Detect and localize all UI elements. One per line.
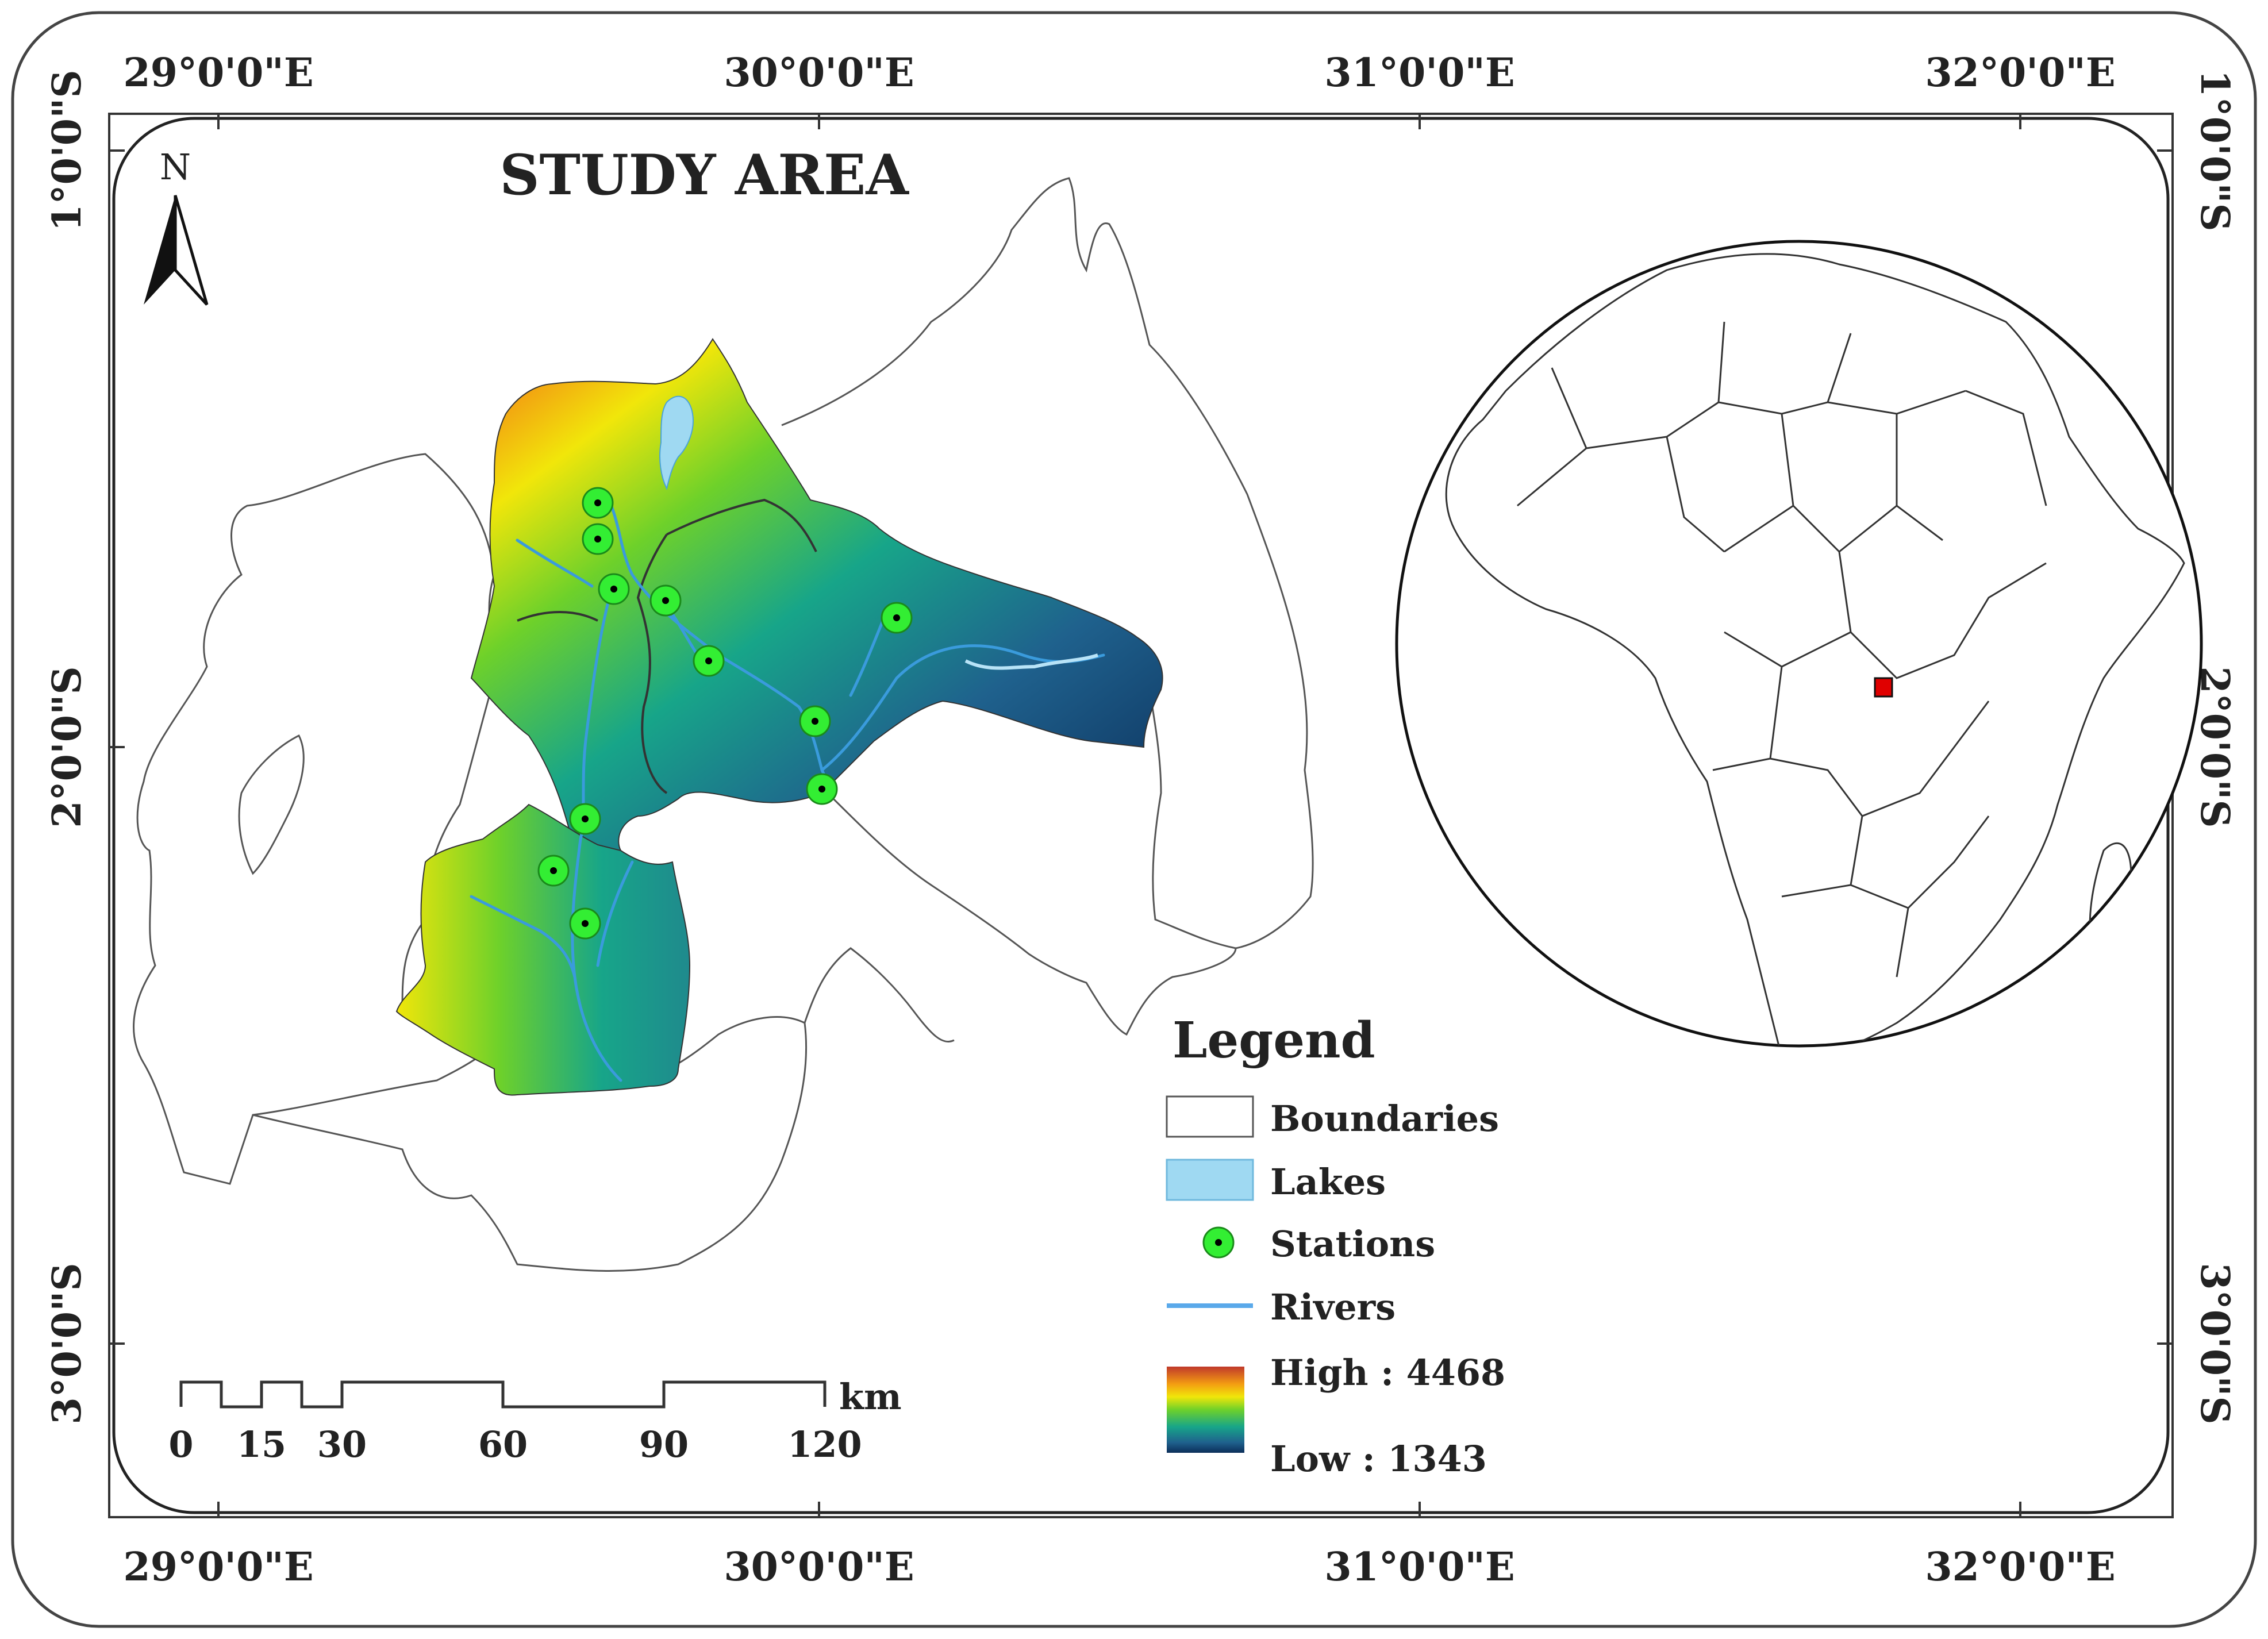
station-marker[interactable] (799, 705, 831, 737)
globe-outline (1395, 240, 2203, 1048)
study-area-highlight (1874, 677, 1893, 698)
graticule-ticks (109, 114, 2173, 1517)
river-tributary-5 (516, 538, 594, 588)
basin-south (395, 803, 691, 1096)
stations (537, 487, 913, 940)
map-title: STUDY AREA (499, 143, 909, 207)
station-marker[interactable] (693, 645, 725, 677)
station-marker[interactable] (582, 487, 614, 519)
legend-boundaries-label: Boundaries (1270, 1098, 1499, 1140)
lon-label-bottom-4: 32°0'0"E (1925, 1544, 2115, 1590)
station-marker[interactable] (569, 803, 601, 835)
lat-label-left-2: 2°0'0"S (44, 666, 90, 828)
scale-tick-0: 0 (168, 1423, 193, 1465)
lat-label-left-3: 3°0'0"S (44, 1263, 90, 1424)
scale-bar: km 0 15 30 60 90 120 (168, 1376, 901, 1465)
lat-label-right-1: 1°0'0"S (2192, 70, 2238, 231)
boundaries (133, 177, 1314, 1272)
river-tributary-2 (849, 613, 887, 697)
study-area-basin (395, 338, 1163, 1096)
lon-label-top-1: 29°0'0"E (123, 50, 313, 96)
legend-elevation-ramp (1167, 1367, 1244, 1453)
river-main (608, 498, 828, 795)
station-marker[interactable] (881, 602, 913, 634)
river-tributary-3 (470, 895, 576, 979)
africa-outline (1445, 253, 2185, 1046)
legend-elevation-high: High : 4468 (1270, 1352, 1505, 1394)
lon-label-top-3: 31°0'0"E (1324, 50, 1514, 96)
station-marker[interactable] (537, 855, 570, 887)
legend-stations-label: Stations (1270, 1223, 1435, 1265)
legend-stations-dot (1215, 1239, 1222, 1246)
legend-boundaries-swatch (1166, 1095, 1254, 1138)
lon-label-top-2: 30°0'0"E (724, 50, 914, 96)
boundary-west-lake (238, 734, 305, 875)
river-west-south (571, 596, 622, 1082)
legend: Legend Boundaries Lakes Stations Rivers … (1166, 1011, 1505, 1480)
lat-label-right-3: 3°0'0"S (2192, 1263, 2238, 1424)
africa-inset-globe (1395, 240, 2203, 1048)
lon-label-bottom-2: 30°0'0"E (724, 1544, 914, 1590)
legend-elevation-low: Low : 1343 (1270, 1438, 1487, 1480)
station-marker[interactable] (569, 907, 601, 940)
station-marker[interactable] (649, 584, 682, 617)
legend-lakes-swatch (1166, 1159, 1254, 1201)
scale-tick-15: 15 (237, 1423, 286, 1465)
station-marker[interactable] (582, 523, 614, 555)
basin-north (470, 338, 1163, 851)
legend-title: Legend (1173, 1011, 1375, 1069)
scale-tick-60: 60 (478, 1423, 528, 1465)
lat-label-left-1: 1°0'0"S (44, 70, 90, 231)
north-arrow-label: N (160, 146, 191, 188)
north-arrow-right-half (174, 195, 209, 306)
scale-tick-120: 120 (787, 1423, 862, 1465)
scale-tick-30: 30 (317, 1423, 367, 1465)
boundary-central-east (827, 792, 1237, 1036)
lon-label-bottom-3: 31°0'0"E (1324, 1544, 1514, 1590)
boundary-south (804, 947, 955, 1043)
map-panel (112, 117, 2170, 1514)
north-arrow-left-half (144, 195, 175, 305)
scale-tick-90: 90 (639, 1423, 689, 1465)
north-arrow: N (144, 146, 209, 306)
river-tributary-4 (596, 860, 634, 967)
river-highlight (964, 653, 1098, 670)
scale-bar-line (179, 1380, 827, 1409)
station-marker[interactable] (598, 573, 630, 605)
sub-basin-divider (517, 498, 817, 794)
lon-label-bottom-1: 29°0'0"E (123, 1544, 313, 1590)
scale-bar-unit: km (839, 1376, 902, 1418)
lon-label-top-4: 32°0'0"E (1925, 50, 2115, 96)
legend-lakes-label: Lakes (1270, 1161, 1386, 1203)
boundary-north-east (781, 177, 1314, 949)
legend-rivers-label: Rivers (1270, 1286, 1396, 1328)
station-marker[interactable] (806, 773, 838, 805)
country-borders (1517, 321, 2047, 978)
basin-lake (659, 395, 694, 490)
